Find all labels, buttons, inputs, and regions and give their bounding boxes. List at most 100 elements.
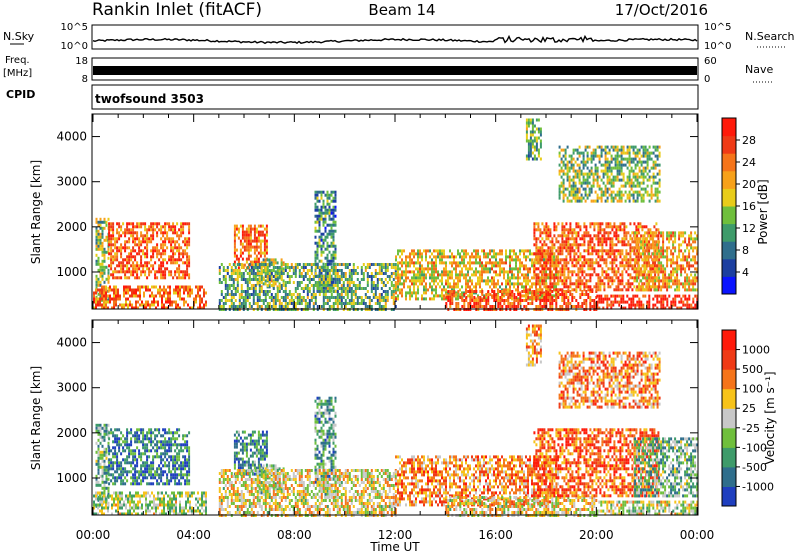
echo-cell (274, 266, 277, 269)
echo-cell (660, 294, 663, 298)
echo-cell (531, 252, 533, 256)
echo-cell (247, 239, 250, 243)
echo-cell (260, 281, 263, 284)
echo-cell (475, 299, 478, 302)
echo-cell (272, 299, 275, 302)
echo-cell (252, 302, 255, 305)
echo-cell (621, 243, 624, 247)
echo-cell (623, 222, 626, 226)
echo-cell (399, 255, 401, 259)
echo-cell (672, 234, 675, 238)
echo-cell (469, 258, 471, 262)
echo-cell (181, 285, 183, 289)
echo-cell (423, 276, 425, 280)
echo-cell (360, 278, 363, 281)
echo-cell (218, 266, 221, 269)
echo-cell (621, 240, 624, 244)
echo-cell (467, 290, 470, 293)
echo-cell (565, 296, 568, 299)
echo-cell (513, 252, 515, 256)
echo-cell (330, 241, 333, 245)
echo-cell (573, 240, 576, 244)
echo-cell (232, 296, 235, 299)
echo-cell (535, 243, 538, 247)
echo-cell (242, 302, 245, 305)
echo-cell (175, 306, 177, 310)
echo-cell (97, 241, 100, 245)
echo-cell (443, 255, 445, 259)
echo-cell (263, 251, 266, 255)
echo-cell (567, 276, 570, 280)
echo-cell (407, 285, 409, 289)
echo-cell (304, 263, 307, 266)
echo-cell (561, 290, 564, 293)
echo-cell (569, 249, 572, 253)
echo-cell (644, 255, 647, 259)
echo-cell (545, 258, 548, 262)
echo-cell (573, 288, 576, 292)
echo-cell (334, 272, 337, 275)
echo-cell (636, 249, 639, 253)
echo-cell (394, 305, 397, 308)
echo-cell (334, 284, 337, 287)
echo-cell (423, 270, 425, 274)
echo-cell (465, 264, 467, 268)
echo-cell (320, 266, 323, 269)
echo-cell (670, 285, 673, 289)
echo-cell (638, 264, 641, 268)
echo-cell (666, 258, 669, 262)
echo-cell (589, 285, 592, 289)
echo-cell (479, 279, 481, 283)
echo-cell (254, 290, 257, 293)
echo-cell (688, 249, 691, 253)
echo-cell (244, 296, 247, 299)
echo-cell (525, 282, 527, 286)
echo-cell (642, 270, 645, 274)
echo-cell (151, 300, 153, 304)
echo-cell (499, 296, 502, 299)
echo-cell (392, 272, 395, 275)
echo-cell (541, 294, 543, 298)
echo-cell (160, 243, 163, 247)
echo-cell (413, 285, 415, 289)
echo-cell (366, 266, 369, 269)
echo-cell (533, 290, 536, 293)
echo-cell (533, 293, 536, 296)
echo-cell (481, 270, 483, 274)
echo-cell (332, 277, 335, 281)
echo-cell (623, 240, 626, 244)
echo-cell (597, 234, 600, 238)
echo-cell (138, 267, 141, 271)
echo-cell (95, 232, 98, 236)
echo-cell (306, 272, 309, 275)
echo-cell (571, 261, 574, 265)
echo-cell (153, 285, 155, 289)
echo-cell (174, 246, 177, 250)
echo-cell (178, 270, 181, 274)
echo-cell (282, 267, 285, 271)
echo-cell (573, 243, 576, 247)
echo-cell (587, 296, 590, 299)
echo-cell (256, 299, 259, 302)
echo-cell (342, 272, 345, 275)
echo-cell (646, 273, 649, 277)
echo-cell (653, 240, 656, 244)
echo-cell (232, 263, 235, 266)
echo-cell (609, 237, 612, 241)
echo-cell (380, 269, 383, 272)
echo-cell (632, 294, 635, 298)
echo-cell (255, 242, 258, 246)
echo-cell (473, 299, 476, 302)
echo-cell (435, 255, 437, 259)
echo-cell (619, 288, 622, 292)
echo-cell (583, 258, 586, 262)
echo-cell (563, 225, 566, 229)
echo-cell (603, 261, 606, 265)
echo-cell (161, 300, 163, 304)
echo-cell (581, 290, 584, 293)
echo-cell (306, 302, 309, 305)
echo-cell (636, 234, 639, 238)
echo-cell (497, 302, 500, 305)
echo-cell (597, 252, 600, 256)
echo-cell (541, 249, 544, 253)
